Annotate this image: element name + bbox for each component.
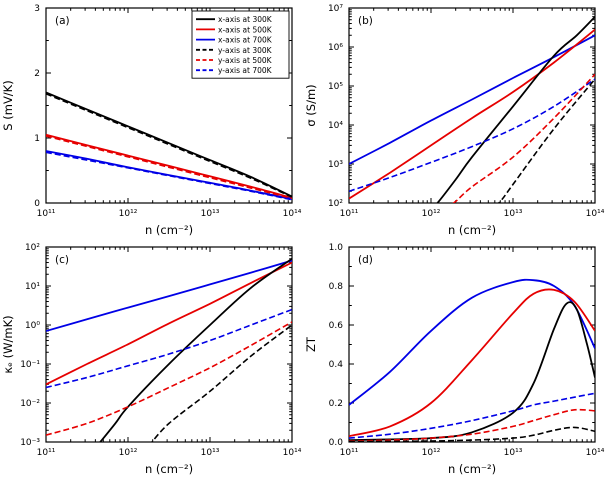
y-tick-label: 10⁶ [328,43,343,53]
legend-label: x-axis at 300K [218,15,273,24]
panel-c-chart: 10¹¹ 10¹² 10¹³ 10¹⁴ 10⁻³ 10⁻² 10⁻¹ 10⁰ 10¹ 10² κₑ … [1,243,302,476]
x-tick-label: 10¹⁴ [283,209,302,219]
panel-letter: (a) [55,15,70,27]
series-x-axis-at-300k [99,257,292,442]
series-y-axis-at-500k [46,135,292,200]
x-tick-label: 10¹⁴ [586,448,605,458]
x-tick-label: 10¹⁴ [586,209,605,219]
series-x-axis-at-700k [46,150,292,200]
series-y-axis-at-700k [46,308,292,389]
series-x-axis-at-700k [46,259,292,332]
legend-box [191,10,290,79]
panel-letter: (b) [358,15,373,27]
y-axis-label: σ (S/m) [304,84,318,126]
series-x-axis-at-500k [46,261,292,386]
y-tick-label: 1.0 [329,243,344,253]
y-tick-label: 10⁵ [328,82,343,92]
x-axis-label: n (cm⁻²) [145,462,193,476]
axes-frame [348,7,596,204]
series-x-axis-at-300k [349,301,595,441]
series-x-axis-at-300k [46,91,292,198]
y-axis-label: S (mV/K) [1,80,15,130]
y-tick-label: 10⁻¹ [20,360,40,370]
series-y-axis-at-300k [150,324,292,442]
series-x-axis-at-300k [436,16,595,203]
series-x-axis-at-700k [349,34,595,165]
panel-letter: (d) [358,254,373,266]
y-tick-label: 0.0 [329,438,344,448]
y-tick-label: 10⁴ [328,121,343,131]
panel-d-chart: 10¹¹ 10¹² 10¹³ 10¹⁴ 0.0 0.2 0.4 0.6 0.8 1.0 ZT n (c… [304,243,605,476]
y-tick-label: 10² [25,243,40,253]
x-axis-label: n (cm⁻²) [448,223,496,237]
legend-label: x-axis at 700K [218,36,273,45]
y-tick-label: 10⁻² [20,399,40,409]
x-tick-label: 10¹³ [201,448,220,458]
y-tick-label: 10⁷ [328,4,343,14]
y-tick-label: 10⁰ [25,321,40,331]
x-tick-label: 10¹² [422,448,441,458]
series-x-axis-at-700k [349,278,595,406]
y-tick-label: 0.8 [329,282,344,292]
x-tick-label: 10¹³ [504,448,523,458]
axes-frame [45,246,293,443]
y-tick-label: 0.2 [329,399,343,409]
legend-label: y-axis at 500K [218,56,273,65]
y-tick-label: 3 [34,4,40,14]
y-axis-label: ZT [304,336,318,352]
series-y-axis-at-500k [349,408,595,442]
x-tick-label: 10¹² [422,209,441,219]
legend-label: y-axis at 300K [218,46,273,55]
y-axis-label: κₑ (W/mK) [1,315,15,373]
panel-a-chart: 10¹¹ 10¹² 10¹³ 10¹⁴ 0 1 2 3 S (mV/K) n (cm⁻²) (a) x… [1,4,302,237]
x-tick-label: 10¹¹ [37,209,56,219]
y-tick-label: 10³ [328,160,343,170]
y-tick-label: 10⁻³ [20,438,40,448]
x-tick-label: 10¹² [119,448,138,458]
x-tick-label: 10¹³ [504,209,523,219]
legend-label: x-axis at 500K [218,25,273,34]
series-y-axis-at-700k [46,151,292,201]
series-y-axis-at-700k [349,78,595,193]
series-x-axis-at-500k [46,133,292,199]
x-tick-label: 10¹¹ [340,448,359,458]
panel-b-chart: 10¹¹ 10¹² 10¹³ 10¹⁴ 10² 10³ 10⁴ 10⁵ 10⁶ 10⁷ σ (S/m… [304,4,605,237]
panel-letter: (c) [55,254,69,266]
series-x-axis-at-500k [349,288,595,438]
legend-label: y-axis at 700K [218,66,273,75]
x-tick-label: 10¹³ [201,209,220,219]
x-tick-label: 10¹¹ [37,448,56,458]
y-tick-label: 2 [34,69,40,79]
y-tick-label: 10¹ [25,282,40,292]
series-y-axis-at-300k [46,93,292,198]
series-y-axis-at-500k [452,73,595,203]
series-y-axis-at-300k [349,426,595,442]
x-axis-label: n (cm⁻²) [448,462,496,476]
series-y-axis-at-700k [349,392,595,439]
x-tick-label: 10¹¹ [340,209,359,219]
y-tick-label: 0 [34,199,40,209]
x-axis-label: n (cm⁻²) [145,223,193,237]
y-tick-label: 0.4 [329,360,344,370]
x-tick-label: 10¹² [119,209,138,219]
y-tick-label: 10² [328,199,343,209]
y-tick-label: 0.6 [329,321,344,331]
y-tick-label: 1 [34,134,40,144]
series-y-axis-at-300k [497,78,595,203]
x-tick-label: 10¹⁴ [283,448,302,458]
series-x-axis-at-500k [349,28,595,200]
